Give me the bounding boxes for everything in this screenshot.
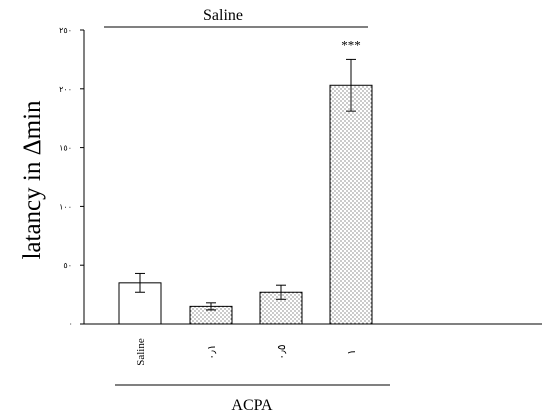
x-tick-label: ٠٫١: [206, 344, 218, 359]
x-tick-label: ١: [346, 349, 358, 355]
x-tick-label: Saline: [135, 338, 147, 366]
y-tick-label: ١٥٠: [59, 144, 72, 153]
x-tick-label: ٠٫٥: [276, 344, 288, 359]
bar: [259, 291, 303, 325]
y-tick-label: ٥٠: [63, 261, 72, 270]
y-tick-label: ٢٥٠: [59, 26, 72, 35]
bars: ***: [118, 37, 373, 325]
top-bracket-label: Saline: [203, 7, 243, 24]
y-ticks: · ٥٠ ١٠٠ ١٥٠ ٢٠٠ ٢٥٠: [59, 26, 84, 329]
significance-marker: ***: [341, 37, 361, 52]
y-tick-label: ٢٠٠: [59, 85, 72, 94]
bar: [329, 84, 373, 325]
y-tick-label: ١٠٠: [59, 202, 72, 211]
x-tick-labels: Saline ٠٫١ ٠٫٥ ١: [135, 338, 358, 366]
bottom-bracket: ACPA: [115, 384, 390, 414]
bottom-bracket-label: ACPA: [231, 397, 273, 414]
y-axis-title: latancy in Δmin: [19, 100, 46, 260]
y-tick-label: ·: [69, 320, 72, 329]
top-bracket: Saline: [104, 7, 368, 28]
